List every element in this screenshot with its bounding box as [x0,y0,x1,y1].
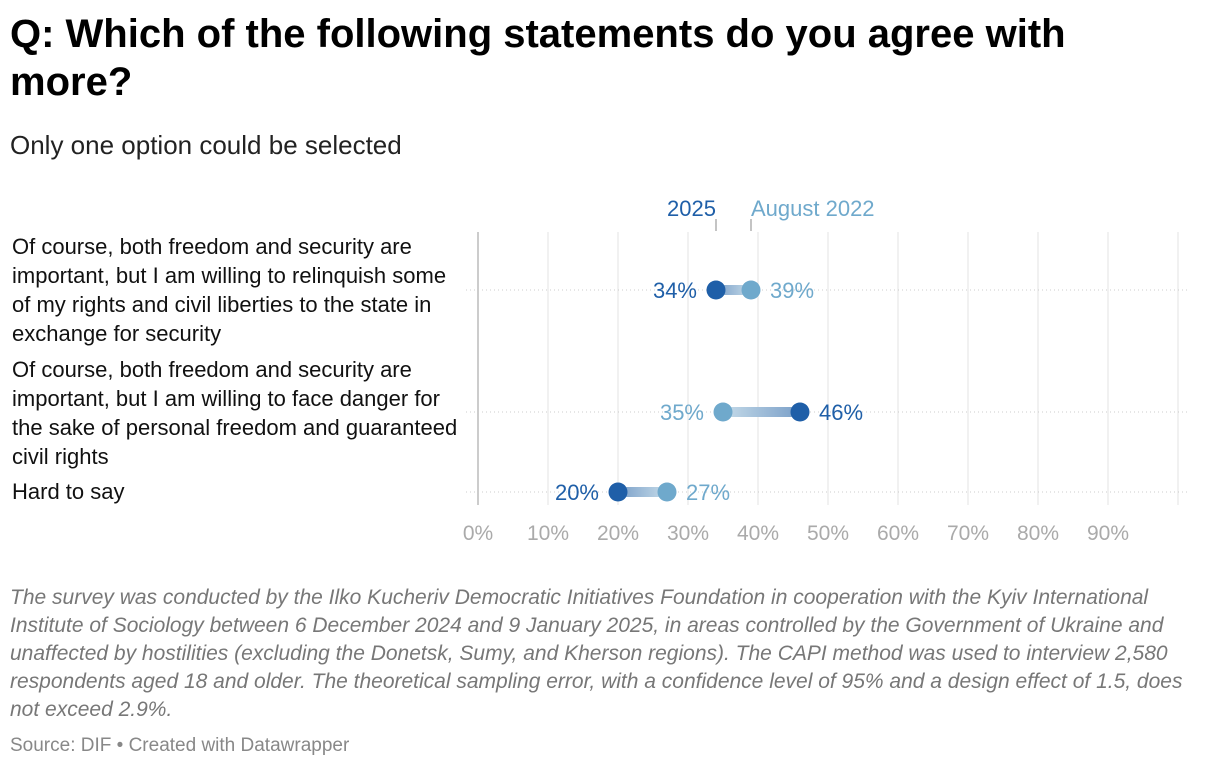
row-label-face-danger: Of course, both freedom and security are… [12,357,458,469]
x-tick-label: 0% [463,522,493,545]
x-tick-label: 50% [807,522,849,545]
row-label-hard-to-say: Hard to say [12,479,125,504]
value-label-2025: 20% [555,480,599,505]
dot-2025 [608,482,628,502]
legend-2025: 2025 [667,196,716,221]
x-tick-label: 20% [597,522,639,545]
x-tick-label: 60% [877,522,919,545]
chart-title: Q: Which of the following statements do … [10,12,1066,104]
dot-2025 [706,280,726,300]
x-tick-label: 80% [1017,522,1059,545]
x-tick-label: 70% [947,522,989,545]
x-tick-label: 30% [667,522,709,545]
x-tick-label: 10% [527,522,569,545]
range-dot-chart: 0% 10% 20% 30% 40% 50% 60% 70% 80% 90% 2025 August … [463,196,1190,545]
legend-august-2022: August 2022 [751,196,875,221]
survey-notes: The survey was conducted by the Ilko Kuc… [10,586,1183,721]
value-label-august-2022: 27% [686,480,730,505]
source-credit: Source: DIF • Created with Datawrapper [10,735,350,756]
row-label-relinquish-rights: Of course, both freedom and security are… [12,234,447,346]
dot-august-2022 [713,402,733,422]
dot-2025 [790,402,810,422]
x-tick-label: 40% [737,522,779,545]
value-label-august-2022: 39% [770,278,814,303]
chart-subtitle: Only one option could be selected [10,130,402,160]
x-tick-label: 90% [1087,522,1129,545]
value-label-2025: 34% [653,278,697,303]
value-label-august-2022: 35% [660,400,704,425]
dot-august-2022 [741,280,761,300]
dot-august-2022 [657,482,677,502]
value-label-2025: 46% [819,400,863,425]
